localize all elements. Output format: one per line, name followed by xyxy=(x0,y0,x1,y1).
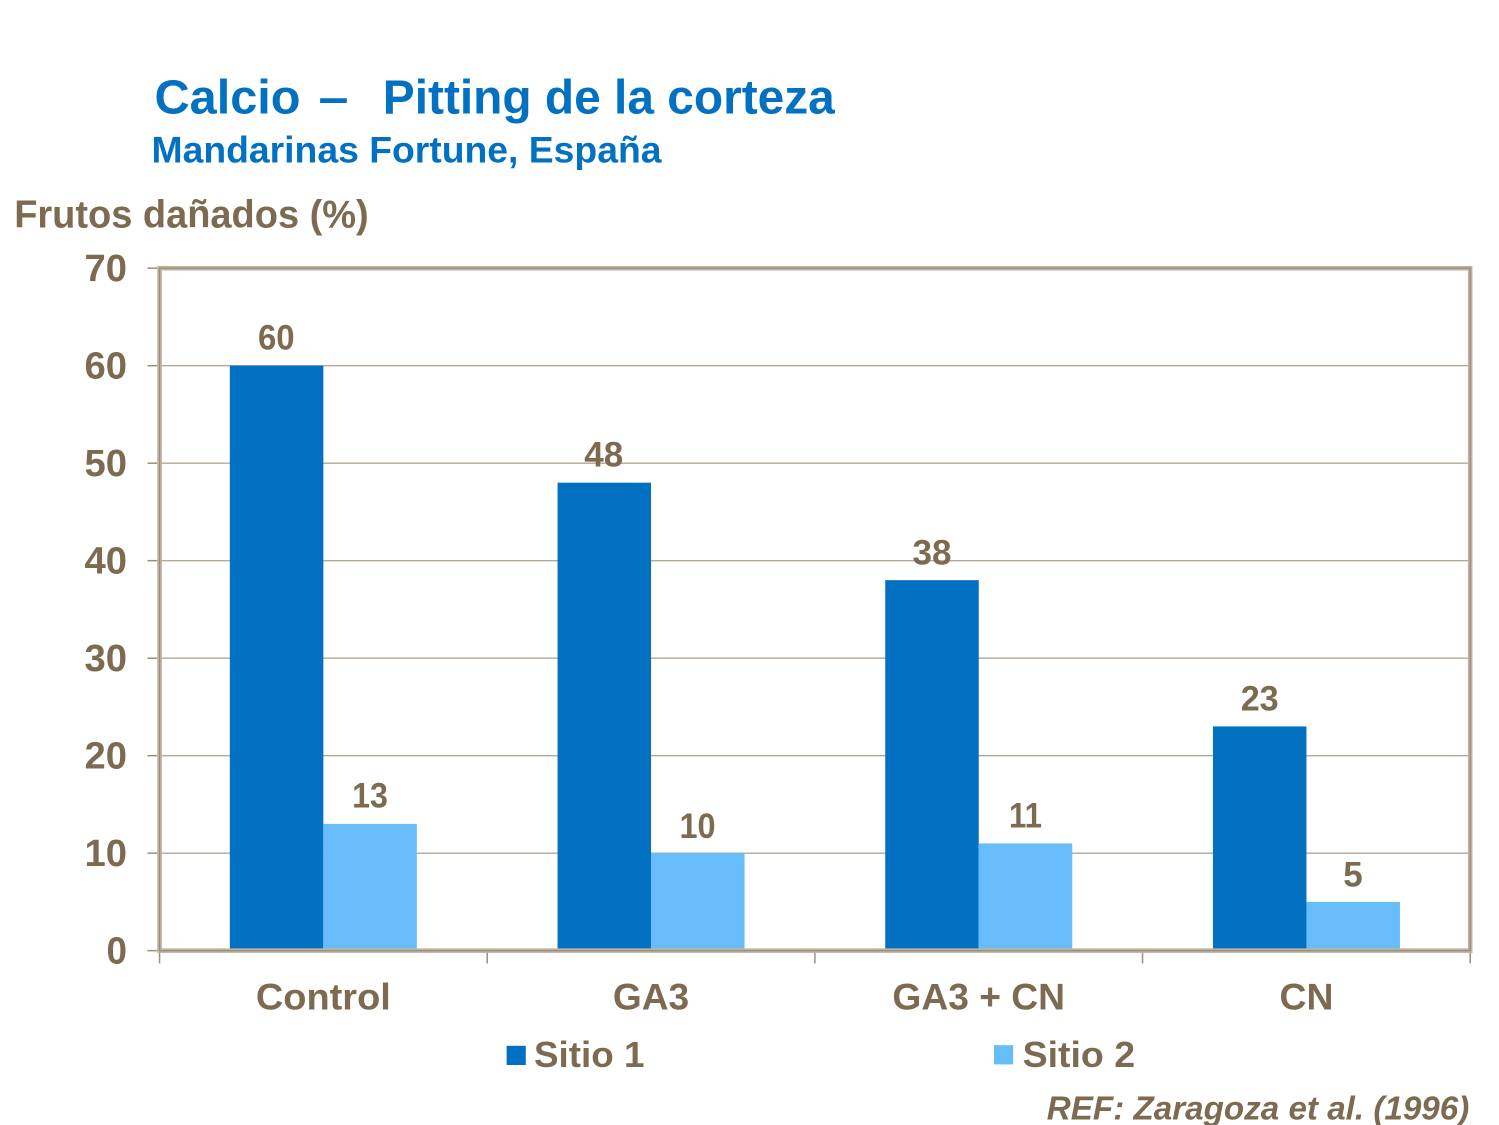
svg-text:Frutos dañados (%): Frutos dañados (%) xyxy=(14,194,369,237)
svg-text:60: 60 xyxy=(258,319,295,358)
svg-text:38: 38 xyxy=(913,533,952,572)
svg-text:11: 11 xyxy=(1009,797,1042,836)
svg-text:GA3 + CN: GA3 + CN xyxy=(892,976,1065,1017)
svg-text:30: 30 xyxy=(85,638,128,680)
svg-text:REF: Zaragoza et al. (1996): REF: Zaragoza et al. (1996) xyxy=(1047,1090,1470,1125)
svg-text:Pitting de la corteza: Pitting de la corteza xyxy=(383,72,835,125)
svg-text:–: – xyxy=(319,72,349,125)
svg-text:Sitio 1: Sitio 1 xyxy=(534,1034,645,1075)
svg-text:CN: CN xyxy=(1280,976,1334,1017)
svg-text:20: 20 xyxy=(85,735,128,777)
svg-text:10: 10 xyxy=(679,807,715,846)
svg-text:50: 50 xyxy=(85,443,128,485)
svg-text:5: 5 xyxy=(1343,856,1363,895)
svg-text:Sitio 2: Sitio 2 xyxy=(1023,1034,1136,1075)
svg-text:13: 13 xyxy=(352,777,388,816)
svg-text:70: 70 xyxy=(85,248,128,290)
svg-text:0: 0 xyxy=(107,930,128,972)
svg-text:GA3: GA3 xyxy=(613,976,689,1017)
svg-text:Control: Control xyxy=(256,976,391,1017)
svg-text:Mandarinas Fortune, España: Mandarinas Fortune, España xyxy=(152,128,663,170)
svg-text:Calcio: Calcio xyxy=(155,72,301,125)
svg-text:48: 48 xyxy=(584,436,623,475)
svg-text:40: 40 xyxy=(85,540,128,582)
svg-text:10: 10 xyxy=(85,833,128,875)
svg-text:23: 23 xyxy=(1241,680,1279,719)
svg-text:60: 60 xyxy=(85,346,128,388)
